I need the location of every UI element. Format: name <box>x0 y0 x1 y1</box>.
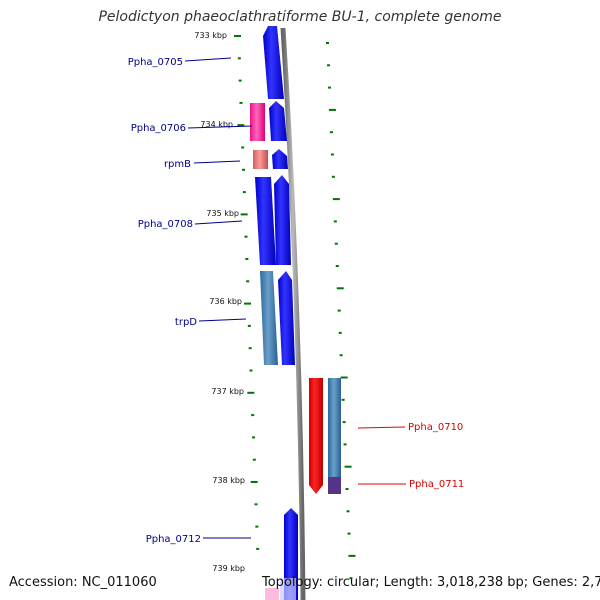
kbp-minor-tick <box>249 369 253 372</box>
gene-fwd-735-feature[interactable] <box>274 175 291 265</box>
kbp-minor-tick <box>242 191 246 194</box>
right-minor-tick <box>334 242 338 245</box>
right-minor-tick <box>333 220 337 223</box>
kbp-minor-tick <box>245 258 249 260</box>
gene-label-rpmB[interactable]: rpmB <box>164 159 191 170</box>
kbp-minor-tick <box>252 458 256 461</box>
kbp-minor-tick <box>241 146 245 149</box>
gene-ppha0706-feature[interactable] <box>250 103 265 141</box>
gene-fwd-736-feature[interactable] <box>278 271 295 365</box>
right-minor-tick <box>338 331 342 334</box>
gene-label-ppha0712[interactable]: Ppha_0712 <box>146 534 201 545</box>
right-major-tick <box>336 287 344 290</box>
kbp-minor-tick <box>239 101 243 104</box>
right-minor-tick <box>341 398 345 401</box>
kbp-minor-tick <box>248 347 252 350</box>
gene-label-ppha0710[interactable]: Ppha_0710 <box>408 422 463 433</box>
map-title: Pelodictyon phaeoclathratiforme BU-1, co… <box>98 9 502 25</box>
genome-summary-text: Topology: circular; Length: 3,018,238 bp… <box>262 575 600 590</box>
kbp-minor-tick <box>252 436 256 439</box>
right-minor-tick <box>326 42 329 44</box>
gene-ppha0712-feature[interactable] <box>284 508 298 600</box>
kbp-major-tick <box>244 302 252 305</box>
right-major-tick <box>344 465 352 468</box>
gene-fwd-rpm-feature[interactable] <box>272 149 288 169</box>
kbp-label-734: 734 kbp <box>200 120 233 129</box>
right-minor-tick <box>337 309 341 312</box>
right-minor-tick <box>347 532 351 535</box>
gene-ppha0708-feature[interactable] <box>255 177 276 265</box>
genome-backbone <box>280 27 306 600</box>
gene-ppha0711-tail-feature <box>328 477 341 494</box>
gene-trpD-feature[interactable] <box>260 271 278 365</box>
kbp-label-733: 733 kbp <box>194 31 227 40</box>
right-minor-tick <box>329 131 333 134</box>
gene-leader-lines <box>184 57 406 539</box>
gene-bottom-pink-feature[interactable] <box>265 588 279 600</box>
kbp-label-739: 739 kbp <box>212 564 245 573</box>
right-minor-tick <box>346 510 350 513</box>
accession-text: Accession: NC_011060 <box>9 575 157 590</box>
gene-fwd-bottom-light-feature <box>280 578 296 600</box>
kbp-label-737: 737 kbp <box>211 387 244 396</box>
kbp-label-735: 735 kbp <box>206 209 239 218</box>
right-minor-tick <box>339 354 343 357</box>
right-minor-tick <box>327 86 331 89</box>
gene-label-ppha0705[interactable]: Ppha_0705 <box>128 57 183 68</box>
gene-label-trpD[interactable]: trpD <box>175 317 197 328</box>
right-minor-tick <box>343 443 347 446</box>
gene-label-ppha0711[interactable]: Ppha_0711 <box>409 479 464 490</box>
tick-tracks <box>234 35 356 580</box>
kbp-major-tick <box>237 124 245 127</box>
kbp-minor-tick <box>256 547 260 550</box>
right-minor-tick <box>335 265 339 267</box>
kbp-minor-tick <box>242 168 246 171</box>
kbp-minor-tick <box>251 414 255 417</box>
kbp-minor-tick <box>254 503 258 506</box>
right-minor-tick <box>330 153 334 156</box>
kbp-label-738: 738 kbp <box>212 476 245 485</box>
right-minor-tick <box>331 175 335 178</box>
gene-rpmB-feature[interactable] <box>253 150 268 169</box>
kbp-minor-tick <box>237 57 241 60</box>
right-major-tick <box>340 376 348 379</box>
right-major-tick <box>332 198 340 201</box>
gene-fwd-734-feature[interactable] <box>269 101 287 141</box>
gene-ppha0710-feature[interactable] <box>309 378 323 494</box>
kbp-minor-tick <box>244 235 248 238</box>
kbp-label-736: 736 kbp <box>209 297 242 306</box>
gene-label-ppha0708[interactable]: Ppha_0708 <box>138 219 193 230</box>
right-major-tick <box>328 108 336 111</box>
kbp-major-tick <box>234 35 241 37</box>
right-minor-tick <box>345 488 349 490</box>
right-minor-tick <box>349 577 353 580</box>
kbp-major-tick <box>250 481 258 483</box>
kbp-scale: 733 kbp 734 kbp 735 kbp 736 kbp 737 kbp … <box>194 31 245 573</box>
kbp-minor-tick <box>255 525 259 528</box>
kbp-major-tick <box>240 213 248 216</box>
kbp-minor-tick <box>238 79 242 82</box>
gene-label-ppha0706[interactable]: Ppha_0706 <box>131 123 186 134</box>
gene-ppha0705-feature[interactable] <box>263 26 284 99</box>
gene-ppha0711-feature[interactable] <box>328 378 341 477</box>
kbp-minor-tick <box>247 324 251 327</box>
right-minor-tick <box>326 64 330 67</box>
right-minor-tick <box>342 421 346 424</box>
right-major-tick <box>348 554 356 557</box>
kbp-major-tick <box>247 391 255 394</box>
kbp-minor-tick <box>246 280 250 283</box>
